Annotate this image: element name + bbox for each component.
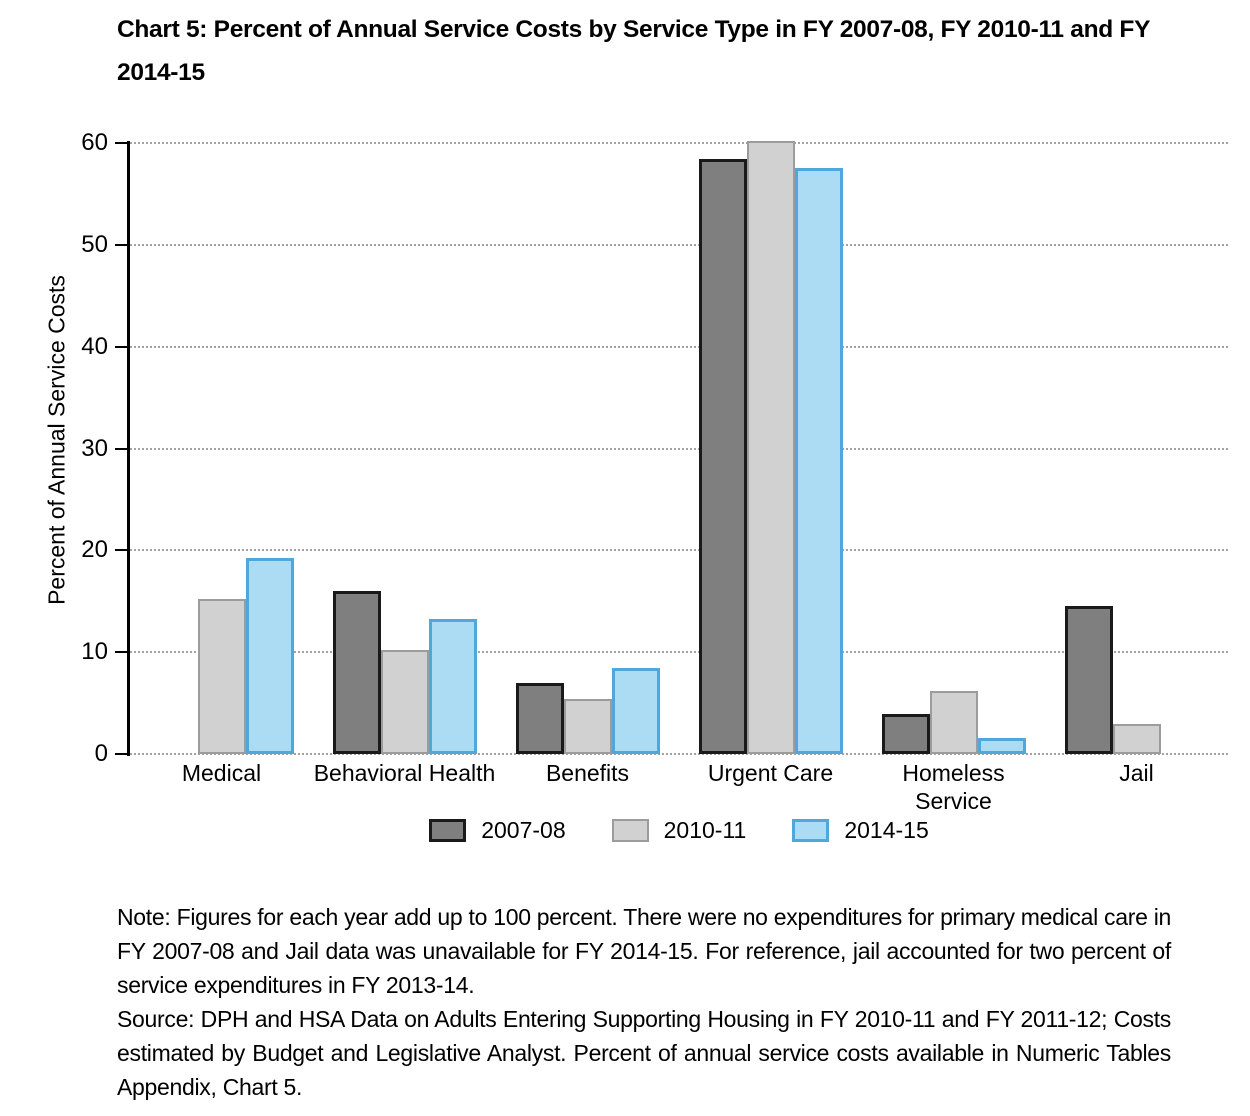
y-tick-mark-0 [115, 753, 127, 755]
legend: 2007-08 2010-11 2014-15 [130, 817, 1228, 844]
gridline-10 [130, 651, 1228, 653]
bar-jail-2010-11 [1112, 724, 1161, 754]
bar-jail-2007-08 [1064, 606, 1113, 754]
note-text: Note: Figures for each year add up to 10… [117, 904, 1171, 998]
bar-group-urgent-care [698, 141, 843, 754]
y-tick-mark-60 [115, 142, 127, 144]
x-label-medical: Medical [181, 760, 262, 786]
bar-benefits-2014-15 [611, 668, 660, 754]
y-tick-label-50: 50 [81, 231, 108, 258]
bar-urgent-care-2014-15 [794, 168, 843, 754]
bar-homeless-service-2007-08 [881, 714, 930, 754]
y-tick-label-10: 10 [81, 638, 108, 665]
bar-homeless-service-2010-11 [929, 691, 978, 754]
legend-swatch-2010-11 [611, 819, 649, 842]
y-tick-mark-50 [115, 244, 127, 246]
y-tick-mark-10 [115, 651, 127, 653]
bar-homeless-service-2014-15 [977, 738, 1026, 754]
y-tick-mark-30 [115, 448, 127, 450]
gridline-40 [130, 346, 1228, 348]
y-tick-label-40: 40 [81, 333, 108, 360]
bar-group-homeless-service [881, 691, 1026, 754]
bar-behavioral-health-2014-15 [428, 619, 477, 754]
gridlines [130, 142, 1228, 755]
bar-behavioral-health-2010-11 [380, 650, 429, 754]
y-tick-label-60: 60 [81, 129, 108, 156]
gridline-0 [130, 753, 1228, 755]
legend-label-2014-15: 2014-15 [844, 817, 929, 843]
gridline-60 [130, 142, 1228, 144]
legend-item-2007-08: 2007-08 [429, 817, 566, 844]
y-tick-label-30: 30 [81, 435, 108, 462]
source-text: Source: DPH and HSA Data on Adults Enter… [117, 1006, 1171, 1100]
plot-area [130, 141, 1228, 754]
bar-urgent-care-2010-11 [746, 141, 795, 754]
legend-item-2014-15: 2014-15 [792, 817, 929, 844]
x-labels: Medical Behavioral Health Benefits Urgent C… [130, 759, 1228, 815]
x-label-homeless-service: Homeless Service [902, 760, 1005, 814]
x-label-benefits: Benefits [545, 760, 630, 786]
legend-swatch-2007-08 [429, 819, 467, 842]
bar-group-medical [150, 558, 294, 754]
gridline-50 [130, 244, 1228, 246]
x-label-urgent-care: Urgent Care [707, 760, 834, 786]
bar-medical-2010-11 [197, 599, 246, 754]
legend-item-2010-11: 2010-11 [611, 817, 747, 844]
bar-group-jail [1064, 606, 1209, 754]
gridline-30 [130, 448, 1228, 450]
bar-benefits-2007-08 [515, 683, 564, 754]
y-tick-label-20: 20 [81, 536, 108, 563]
chart-title: Chart 5: Percent of Annual Service Costs… [117, 16, 1150, 86]
legend-label-2010-11: 2010-11 [663, 817, 747, 843]
y-tick-mark-40 [115, 346, 127, 348]
bar-group-behavioral-health [332, 591, 477, 754]
bar-medical-2014-15 [245, 558, 294, 754]
x-label-jail: Jail [1119, 760, 1154, 786]
gridline-20 [130, 549, 1228, 551]
bar-urgent-care-2007-08 [698, 159, 747, 754]
x-label-behavioral-health: Behavioral Health [313, 760, 496, 786]
y-tick-mark-20 [115, 549, 127, 551]
y-tick-label-0: 0 [94, 740, 108, 767]
bar-groups [130, 141, 1228, 754]
legend-label-2007-08: 2007-08 [481, 817, 566, 843]
y-axis-line [127, 141, 130, 756]
bar-behavioral-health-2007-08 [332, 591, 381, 754]
bar-group-benefits [515, 668, 660, 754]
legend-swatch-2014-15 [792, 819, 830, 842]
bar-benefits-2010-11 [563, 699, 612, 754]
